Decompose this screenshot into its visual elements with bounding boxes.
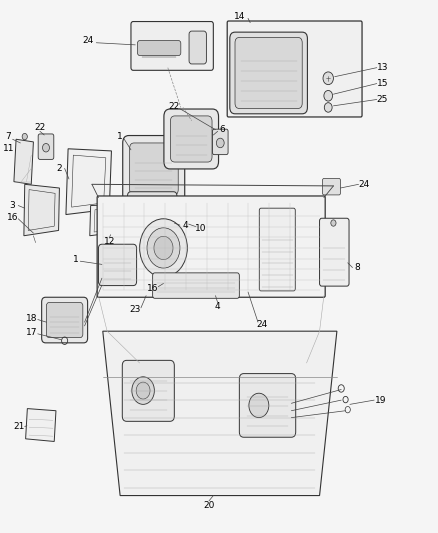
FancyBboxPatch shape bbox=[42, 297, 88, 343]
FancyBboxPatch shape bbox=[133, 198, 170, 219]
FancyBboxPatch shape bbox=[46, 303, 83, 337]
Circle shape bbox=[132, 377, 154, 405]
Circle shape bbox=[178, 217, 188, 229]
FancyBboxPatch shape bbox=[127, 192, 177, 223]
Text: 18: 18 bbox=[25, 314, 37, 323]
Text: 8: 8 bbox=[355, 263, 360, 272]
Polygon shape bbox=[14, 139, 33, 184]
Text: 1: 1 bbox=[117, 132, 123, 141]
Polygon shape bbox=[66, 149, 111, 215]
Circle shape bbox=[323, 72, 333, 85]
Circle shape bbox=[249, 393, 269, 418]
FancyBboxPatch shape bbox=[123, 135, 185, 203]
Text: 3: 3 bbox=[10, 201, 15, 210]
FancyBboxPatch shape bbox=[170, 116, 212, 162]
FancyBboxPatch shape bbox=[130, 143, 178, 195]
Circle shape bbox=[324, 91, 332, 101]
Text: 25: 25 bbox=[377, 95, 388, 104]
FancyBboxPatch shape bbox=[320, 218, 349, 286]
FancyBboxPatch shape bbox=[239, 374, 296, 437]
FancyBboxPatch shape bbox=[227, 21, 362, 117]
FancyBboxPatch shape bbox=[212, 129, 228, 155]
Circle shape bbox=[324, 182, 332, 192]
Text: 4: 4 bbox=[182, 221, 188, 230]
Text: 6: 6 bbox=[219, 125, 225, 134]
FancyBboxPatch shape bbox=[164, 109, 219, 169]
Circle shape bbox=[136, 382, 150, 399]
Text: 16: 16 bbox=[7, 213, 18, 222]
FancyBboxPatch shape bbox=[230, 32, 307, 114]
FancyBboxPatch shape bbox=[323, 179, 340, 195]
Text: 16: 16 bbox=[147, 284, 159, 293]
FancyBboxPatch shape bbox=[138, 41, 181, 55]
Text: 14: 14 bbox=[233, 12, 245, 21]
Polygon shape bbox=[25, 409, 56, 441]
Text: 23: 23 bbox=[130, 305, 141, 314]
FancyBboxPatch shape bbox=[122, 360, 174, 421]
Text: 19: 19 bbox=[375, 395, 387, 405]
FancyBboxPatch shape bbox=[38, 134, 54, 159]
FancyBboxPatch shape bbox=[235, 37, 302, 109]
Text: 24: 24 bbox=[257, 320, 268, 329]
Polygon shape bbox=[103, 331, 337, 496]
Circle shape bbox=[331, 220, 336, 226]
FancyBboxPatch shape bbox=[99, 244, 137, 286]
FancyBboxPatch shape bbox=[97, 196, 325, 297]
Text: 13: 13 bbox=[377, 63, 388, 72]
Text: 22: 22 bbox=[34, 123, 46, 132]
Text: 10: 10 bbox=[194, 224, 206, 233]
Circle shape bbox=[42, 143, 49, 152]
Circle shape bbox=[324, 103, 332, 112]
Text: 17: 17 bbox=[25, 328, 37, 337]
Text: 7: 7 bbox=[5, 132, 11, 141]
Text: 4: 4 bbox=[215, 302, 220, 311]
FancyBboxPatch shape bbox=[152, 273, 239, 298]
Circle shape bbox=[22, 133, 27, 140]
Text: 11: 11 bbox=[3, 144, 14, 154]
Text: 2: 2 bbox=[57, 164, 62, 173]
Text: 15: 15 bbox=[377, 79, 388, 88]
Text: 20: 20 bbox=[203, 500, 215, 510]
Text: 21: 21 bbox=[14, 422, 25, 431]
Circle shape bbox=[154, 236, 173, 260]
Polygon shape bbox=[24, 184, 60, 236]
Text: 24: 24 bbox=[82, 36, 93, 45]
Polygon shape bbox=[90, 204, 132, 236]
Text: 22: 22 bbox=[169, 102, 180, 111]
Circle shape bbox=[140, 219, 187, 277]
FancyBboxPatch shape bbox=[189, 31, 206, 64]
Text: 1: 1 bbox=[73, 255, 79, 264]
Text: 24: 24 bbox=[358, 180, 369, 189]
FancyBboxPatch shape bbox=[131, 21, 213, 70]
Circle shape bbox=[216, 138, 224, 148]
Text: 12: 12 bbox=[104, 237, 115, 246]
Circle shape bbox=[147, 228, 180, 268]
FancyBboxPatch shape bbox=[259, 208, 295, 291]
